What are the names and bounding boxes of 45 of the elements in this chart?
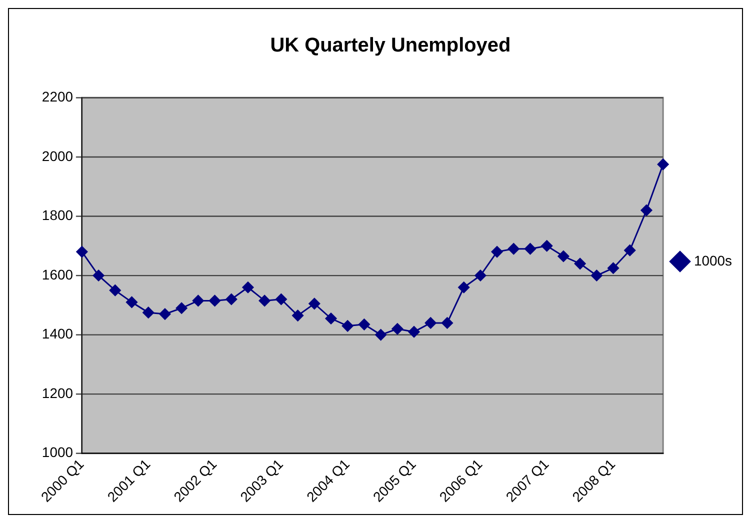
point [590,270,602,282]
point [209,294,221,306]
point [226,294,238,305]
point [308,298,320,310]
point [608,262,619,274]
point [624,244,636,256]
point [441,317,453,329]
point [126,296,138,308]
y-tick-label: 2000 [42,148,74,164]
point [292,310,304,322]
point [408,326,420,338]
point [574,258,586,270]
point [558,250,570,262]
point [258,294,270,306]
point [524,243,536,255]
point [92,270,104,282]
point [657,158,669,170]
point [474,270,486,282]
point [458,282,470,294]
point [640,204,652,216]
point [275,294,287,305]
point [358,318,370,330]
point [109,284,121,296]
chart-title: UK Quartely Unemployed [270,34,511,56]
point [375,329,387,341]
point [176,302,188,314]
legend-label: 1000s [694,252,732,268]
y-tick-label: 1600 [42,266,74,282]
point [392,323,404,335]
point [541,240,553,252]
point [76,246,88,258]
y-tick-label: 1200 [42,384,74,401]
point [424,317,436,329]
y-tick-label: 1400 [42,326,74,342]
point [142,306,154,318]
point [192,294,204,306]
y-tick-label: 1000 [42,444,74,460]
point [491,246,503,258]
point [342,320,354,332]
y-tick-label: 2200 [42,88,74,104]
y-tick-label: 1800 [42,207,74,224]
point [325,312,337,324]
point [242,282,254,294]
point [508,243,520,255]
point [159,308,171,320]
